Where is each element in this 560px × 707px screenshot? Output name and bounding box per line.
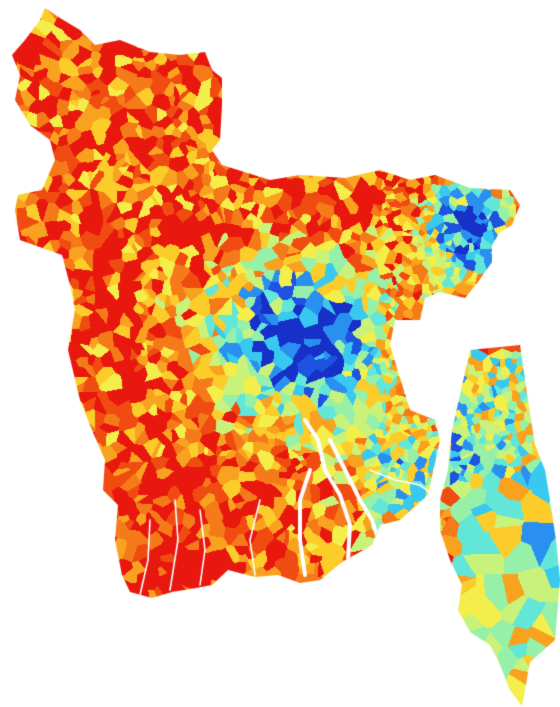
voronoi-cells-layer [0, 0, 560, 707]
